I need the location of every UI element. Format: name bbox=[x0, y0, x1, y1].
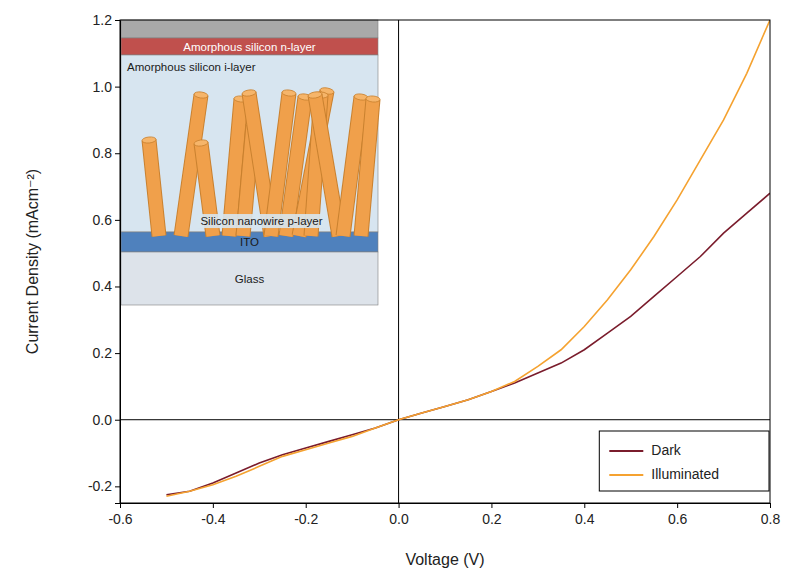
zero-line-y bbox=[120, 419, 770, 420]
y-tick-mark bbox=[115, 353, 120, 354]
x-tick: 0.4 bbox=[575, 503, 595, 527]
y-tick: 1.2 bbox=[93, 12, 120, 28]
legend-box bbox=[599, 431, 769, 491]
y-tick: 0.4 bbox=[93, 278, 120, 294]
y-axis: -0.2 0.0 0.2 0.4 0.6 0.8 1.0 1.2 bbox=[88, 12, 121, 504]
y-tick-label: 0.0 bbox=[93, 412, 113, 428]
x-tick-mark bbox=[677, 503, 678, 508]
x-tick-label: -0.4 bbox=[201, 511, 225, 527]
nanowire-top bbox=[366, 95, 380, 102]
y-tick-label: 1.0 bbox=[93, 79, 113, 95]
legend-swatch bbox=[609, 450, 643, 452]
x-axis-title: Voltage (V) bbox=[405, 551, 484, 568]
y-tick-mark bbox=[115, 87, 120, 88]
x-tick-mark bbox=[584, 503, 585, 508]
x-tick-mark bbox=[491, 503, 492, 508]
nanowire-edge bbox=[149, 140, 159, 236]
x-axis-line bbox=[121, 504, 771, 509]
y-tick-label: 0.4 bbox=[93, 278, 113, 294]
y-tick: 0.8 bbox=[93, 145, 120, 161]
x-tick-label: -0.2 bbox=[294, 511, 318, 527]
legend: Dark Illuminated bbox=[599, 431, 769, 491]
y-tick-label: -0.2 bbox=[88, 478, 112, 494]
inset-label: Amorphous silicon i-layer bbox=[127, 61, 256, 73]
nanowire-top bbox=[194, 91, 209, 99]
plot-frame bbox=[120, 20, 770, 503]
nanowire-edge bbox=[361, 99, 373, 236]
y-tick-label: 0.8 bbox=[93, 145, 113, 161]
x-tick-label: 0.8 bbox=[761, 511, 781, 527]
x-tick-label: -0.6 bbox=[108, 511, 132, 527]
nanowire-top bbox=[194, 139, 209, 147]
layer bbox=[121, 252, 378, 305]
nanowire bbox=[361, 99, 373, 236]
x-tick-label: 0.4 bbox=[575, 511, 595, 527]
y-tick: 0.2 bbox=[93, 345, 120, 361]
y-tick: 0.6 bbox=[93, 212, 120, 228]
y-tick: -0.2 bbox=[88, 478, 120, 494]
inset-label: ITO bbox=[240, 236, 259, 248]
y-tick-label: 0.6 bbox=[93, 212, 113, 228]
x-tick: 0.0 bbox=[389, 503, 409, 527]
x-tick-mark bbox=[770, 503, 771, 508]
inset-diagram: Amorphous silicon n-layer ITO Glass Amorpho… bbox=[121, 20, 380, 305]
x-tick: 0.2 bbox=[482, 503, 502, 527]
y-tick-label: 1.2 bbox=[93, 12, 113, 28]
y-axis-line bbox=[115, 21, 121, 504]
x-axis: -0.6 -0.4 -0.2 0.0 0.2 0.4 0.6 0.8 bbox=[108, 503, 780, 527]
x-tick-label: 0.0 bbox=[389, 511, 409, 527]
inset-label: Glass bbox=[235, 273, 265, 285]
nanowire-top bbox=[282, 89, 297, 97]
nanowire bbox=[149, 140, 159, 236]
legend-label: Dark bbox=[651, 442, 682, 458]
series-line bbox=[166, 193, 770, 494]
inset-label: Silicon nanowire p-layer bbox=[200, 215, 322, 227]
y-tick-mark bbox=[115, 153, 120, 154]
chart: Amorphous silicon n-layer ITO Glass Amorpho… bbox=[0, 0, 792, 585]
x-tick-mark bbox=[213, 503, 214, 508]
y-tick-mark bbox=[115, 220, 120, 221]
nanowire-top bbox=[142, 136, 157, 143]
y-tick-mark bbox=[115, 420, 120, 421]
y-tick-mark bbox=[115, 286, 120, 287]
x-tick-mark bbox=[306, 503, 307, 508]
y-axis-title: Current Density (mAcm⁻²) bbox=[24, 169, 41, 354]
x-tick-label: 0.6 bbox=[668, 511, 688, 527]
y-tick: 0.0 bbox=[93, 412, 120, 428]
label-patch bbox=[197, 214, 325, 228]
legend-label: Illuminated bbox=[651, 466, 719, 482]
x-tick: 0.8 bbox=[761, 503, 781, 527]
x-tick: -0.4 bbox=[201, 503, 225, 527]
zero-line-x bbox=[398, 20, 399, 503]
x-tick-mark bbox=[399, 503, 400, 508]
y-tick: 1.0 bbox=[93, 79, 120, 95]
x-tick: -0.2 bbox=[294, 503, 318, 527]
x-tick: 0.6 bbox=[668, 503, 688, 527]
x-tick-label: 0.2 bbox=[482, 511, 502, 527]
nanowire-top bbox=[308, 91, 323, 99]
layer bbox=[121, 38, 378, 55]
legend-swatch bbox=[609, 474, 643, 476]
x-tick: -0.6 bbox=[108, 503, 132, 527]
y-tick-label: 0.2 bbox=[93, 345, 113, 361]
layer bbox=[121, 20, 378, 38]
y-tick-mark bbox=[115, 20, 120, 21]
inset-label: Amorphous silicon n-layer bbox=[183, 41, 315, 53]
y-tick-mark bbox=[115, 486, 120, 487]
nanowire-top bbox=[242, 89, 257, 97]
